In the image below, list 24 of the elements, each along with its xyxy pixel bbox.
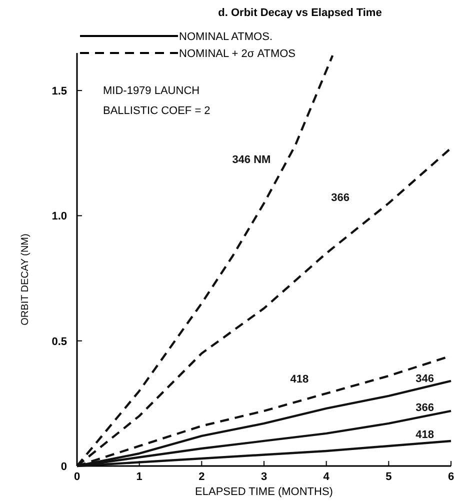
series-label: 418 <box>416 429 434 442</box>
series-label: 366 <box>416 402 434 414</box>
x-tick-label: 6 <box>448 471 454 483</box>
text: 366 <box>331 192 350 204</box>
series-label: 418 <box>290 373 309 386</box>
y-tick-label: 0.5 <box>52 336 67 348</box>
series-label: 346 NM <box>232 154 271 166</box>
annotation: BALLISTIC COEF = 2 <box>103 105 210 117</box>
y-tick-label: 1.0 <box>52 210 67 223</box>
x-tick-label: 5 <box>386 471 392 483</box>
annotation: NOMINAL + 2σ ATMOS <box>179 48 296 60</box>
x-axis-title: ELAPSED TIME (MONTHS) <box>195 486 333 498</box>
annotation: MID-1979 LAUNCH <box>103 85 200 97</box>
x-tick-label: 3 <box>260 471 268 483</box>
x-tick-label: 1 <box>136 471 142 483</box>
series-label: 346 <box>416 373 434 386</box>
x-tick-label: 2 <box>198 471 205 483</box>
y-axis-title: ORBIT DECAY (NM) <box>20 234 31 326</box>
x-tick-label: 0 <box>74 471 80 483</box>
x-tick-label: 4 <box>323 471 330 483</box>
y-tick-label: 1.5 <box>52 86 67 98</box>
chart-title: d. Orbit Decay vs Elapsed Time <box>218 7 382 19</box>
y-tick-label: 0 <box>60 461 67 473</box>
text: NOMINAL ATMOS. <box>179 31 273 43</box>
